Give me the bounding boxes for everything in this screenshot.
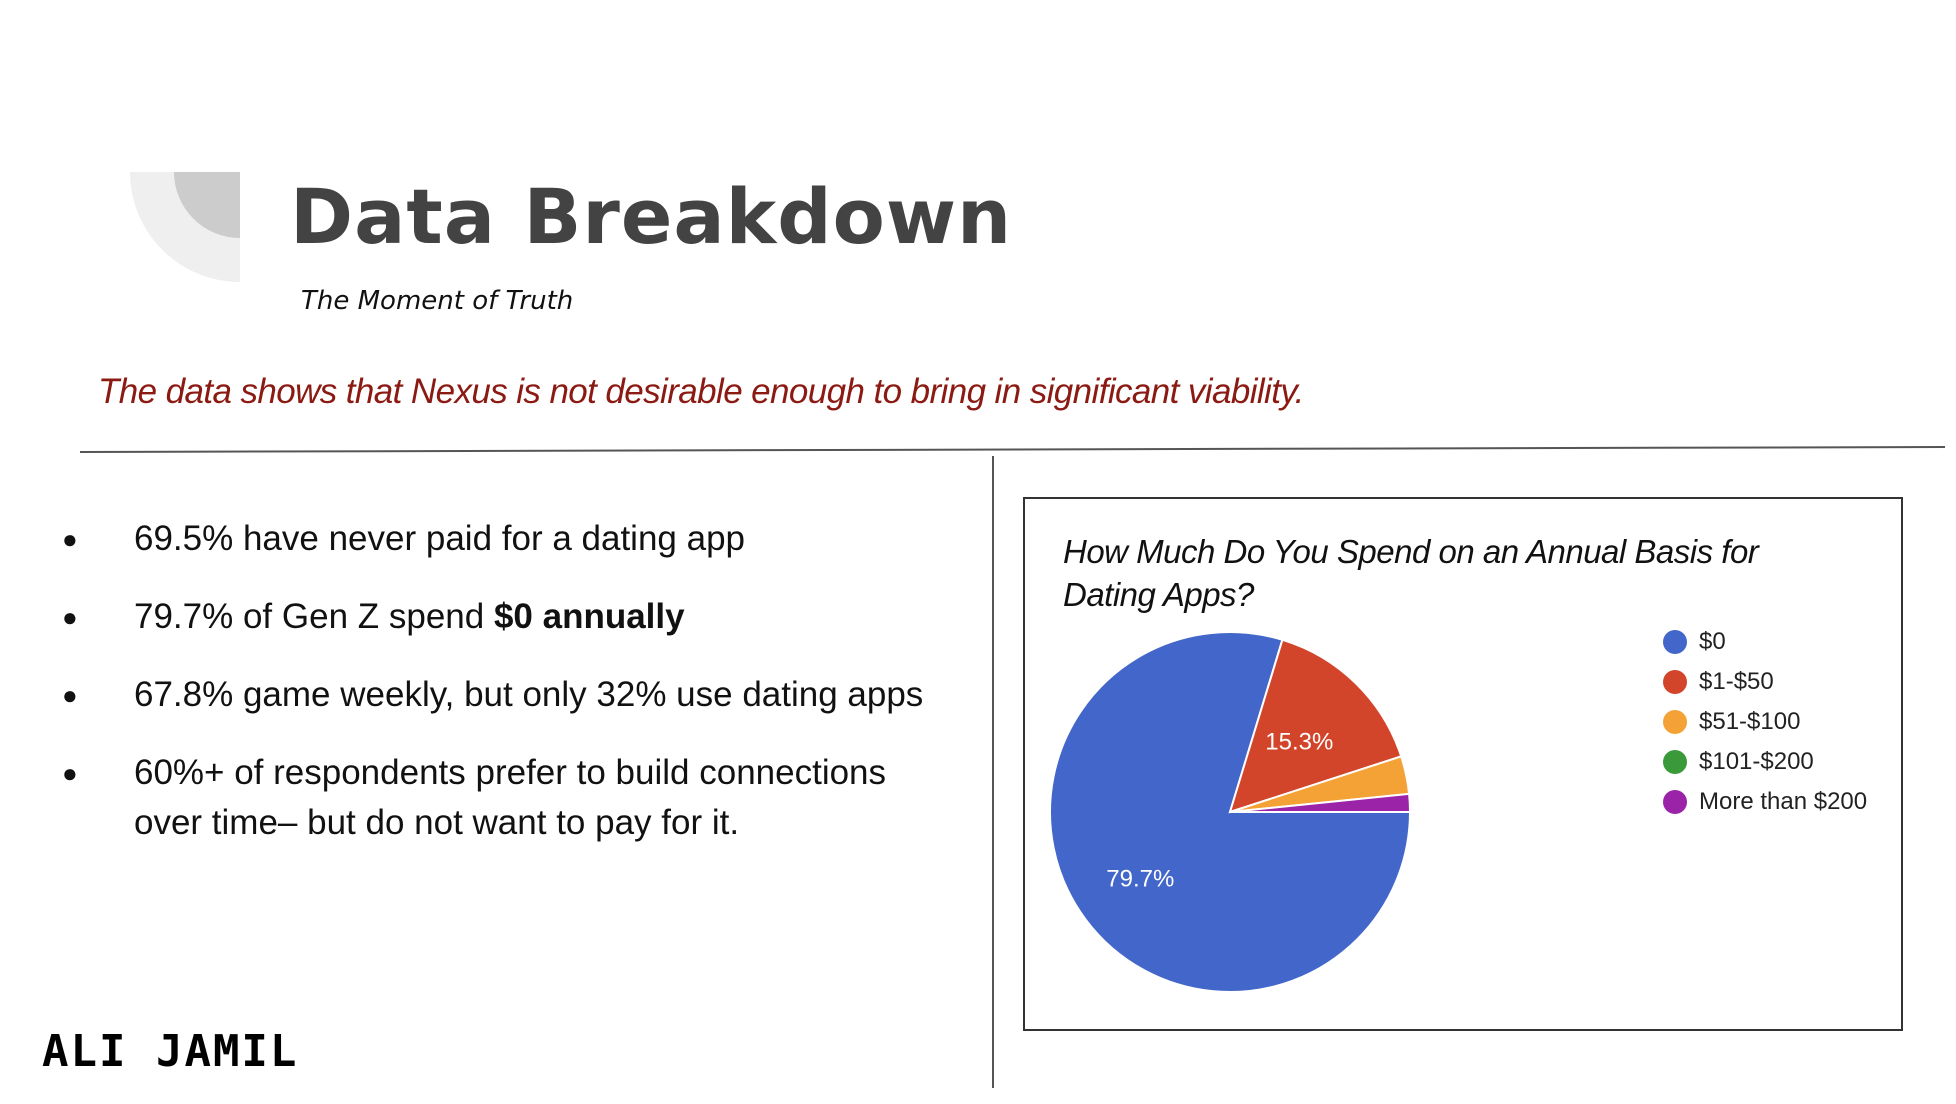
bullet-list: ● 69.5% have never paid for a dating app…: [62, 514, 962, 876]
bullet-bold-text: $0 annually: [493, 597, 685, 636]
legend-label: $101-$200: [1699, 748, 1814, 775]
pie-slice-label-0: 79.7%: [1106, 865, 1174, 892]
legend-swatch: [1663, 750, 1687, 774]
legend-label: $1-$50: [1699, 668, 1774, 695]
bullet-dot: ●: [62, 758, 78, 788]
bullet-text: 79.7% of Gen Z spend: [134, 597, 494, 636]
legend-item-4: More than $200: [1663, 782, 1867, 822]
decorative-quarter-circles: [130, 172, 240, 282]
chart-legend: $0 $1-$50 $51-$100 $101-$200 More than $200: [1663, 622, 1867, 822]
legend-label: $51-$100: [1699, 708, 1801, 735]
legend-swatch: [1663, 790, 1687, 814]
slide-headline: The data shows that Nexus is not desirab…: [98, 372, 1304, 411]
bullet-item: ● 67.8% game weekly, but only 32% use da…: [62, 670, 962, 720]
bullet-text: 60%+ of respondents prefer to build conn…: [134, 753, 887, 842]
legend-item-1: $1-$50: [1663, 662, 1867, 702]
bullet-item: ● 60%+ of respondents prefer to build co…: [62, 748, 962, 848]
brand-logo: ALI JAMIL: [42, 1026, 299, 1077]
bullet-item: ● 79.7% of Gen Z spend $0 annually: [62, 592, 962, 642]
legend-swatch: [1663, 630, 1687, 654]
pie-chart: 79.7% 15.3%: [1049, 631, 1412, 993]
pie-slice-1: [1228, 638, 1403, 814]
chart-frame: [1023, 497, 1903, 1031]
legend-label: More than $200: [1699, 788, 1868, 815]
legend-swatch: [1663, 710, 1687, 734]
legend-item-0: $0: [1663, 622, 1867, 662]
slide-subtitle: The Moment of Truth: [301, 286, 574, 316]
bullet-text: 67.8% game weekly, but only 32% use dati…: [134, 675, 924, 714]
legend-item-3: $101-$200: [1663, 742, 1867, 782]
chart-title: How Much Do You Spend on an Annual Basis…: [1063, 533, 1759, 613]
pie-slice-4: [1229, 792, 1412, 813]
legend-item-2: $51-$100: [1663, 702, 1867, 742]
bullet-item: ● 69.5% have never paid for a dating app: [62, 514, 962, 564]
bullet-dot: ●: [62, 602, 78, 632]
bullet-dot: ●: [62, 680, 78, 710]
bullet-text: 69.5% have never paid for a dating app: [134, 519, 745, 558]
pie-slice-label-1: 15.3%: [1265, 728, 1333, 755]
legend-label: $0: [1699, 628, 1726, 655]
legend-swatch: [1663, 670, 1687, 694]
bullet-dot: ●: [62, 524, 78, 554]
slide-title: Data Breakdown: [290, 172, 1013, 261]
